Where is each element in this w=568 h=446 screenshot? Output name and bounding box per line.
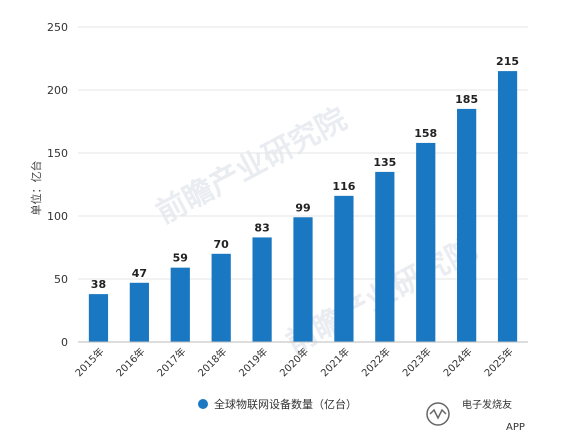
bar [457,108,477,343]
background-watermark-text-1: 前瞻产业研究院 [151,102,353,231]
x-tick-label: 2019年 [236,345,270,379]
data-label: 70 [214,238,230,251]
data-label: 116 [332,180,355,193]
x-tick-label: 2015年 [72,345,106,379]
x-tick-label: 2016年 [113,345,147,379]
corner-logo-icon [426,402,450,426]
x-tick-label: 2025年 [481,345,515,379]
data-label: 185 [455,93,478,106]
data-label: 59 [173,252,188,265]
corner-watermark-suffix: APP [506,422,525,433]
y-axis-ticks: 0 50 100 150 200 250 [47,21,68,349]
y-tick-label: 200 [47,84,68,97]
bar [293,217,313,342]
data-label: 215 [496,55,519,68]
x-tick-label: 2022年 [359,345,393,379]
bar [88,294,109,342]
bar [211,253,231,342]
data-label: 83 [254,221,269,234]
x-tick-label: 2024年 [440,345,474,379]
legend: 全球物联网设备数量（亿台） [198,397,357,411]
bar [416,142,436,342]
y-tick-label: 250 [47,21,68,34]
data-label: 47 [132,267,147,280]
y-tick-label: 0 [61,336,68,349]
legend-label: 全球物联网设备数量（亿台） [214,397,357,411]
data-label: 38 [91,278,106,291]
bar [375,171,395,342]
y-tick-label: 50 [54,273,68,286]
corner-logo-glyph [429,408,447,420]
bar [129,282,149,342]
data-label: 158 [414,127,437,140]
bar [252,237,272,342]
y-axis-label: 单位：亿台 [29,161,43,216]
x-tick-label: 2023年 [400,345,434,379]
x-tick-label: 2017年 [154,345,188,379]
x-tick-label: 2021年 [318,345,352,379]
bar [497,71,518,342]
bars [88,71,518,343]
legend-swatch [198,399,208,409]
y-tick-label: 150 [47,147,68,160]
data-label: 135 [373,156,396,169]
data-labels: 38 47 59 70 83 99 116 135 158 185 215 [91,55,519,291]
bar [334,195,354,342]
x-tick-label: 2018年 [195,345,229,379]
corner-watermark: 电子发烧友 APP [426,398,525,433]
data-label: 99 [295,201,310,214]
bar [170,267,190,342]
y-tick-label: 100 [47,210,68,223]
corner-watermark-text: 电子发烧友 [462,398,512,411]
